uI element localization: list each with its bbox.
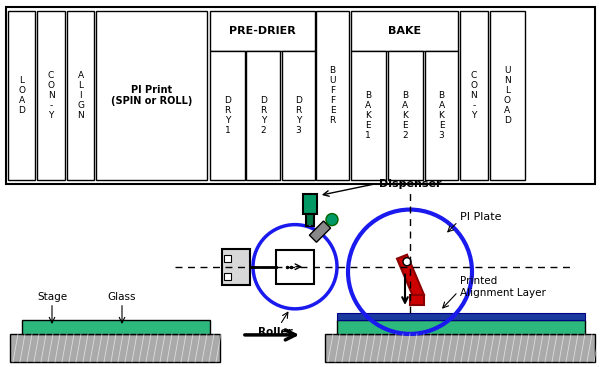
Text: PI Plate: PI Plate <box>460 212 501 222</box>
Text: C
O
N
-
Y: C O N - Y <box>471 71 477 120</box>
Text: Roller: Roller <box>258 327 292 337</box>
Text: Dispenser: Dispenser <box>379 178 442 189</box>
Bar <box>303 193 317 214</box>
Text: PRE-DRIER: PRE-DRIER <box>229 26 296 36</box>
Text: B
A
K
E
3: B A K E 3 <box>439 91 445 140</box>
Bar <box>246 51 280 180</box>
Bar <box>210 11 315 51</box>
Text: Printed
Alignment Layer: Printed Alignment Layer <box>460 276 546 298</box>
Polygon shape <box>410 295 424 305</box>
Text: Glass: Glass <box>108 292 137 302</box>
Bar <box>350 11 458 51</box>
Text: B
U
F
F
E
R: B U F F E R <box>329 66 336 125</box>
Bar <box>388 51 423 180</box>
Text: B
A
K
E
2: B A K E 2 <box>402 91 408 140</box>
Bar <box>337 313 585 320</box>
Bar <box>489 11 525 180</box>
Bar <box>425 51 458 180</box>
Text: A
L
I
G
N: A L I G N <box>77 71 84 120</box>
Bar <box>316 11 349 180</box>
Text: PI Print
(SPIN or ROLL): PI Print (SPIN or ROLL) <box>111 85 192 106</box>
Bar <box>224 273 231 280</box>
Circle shape <box>326 214 338 226</box>
Text: C
O
N
-
Y: C O N - Y <box>48 71 54 120</box>
Bar <box>210 51 245 180</box>
Text: BAKE: BAKE <box>388 26 421 36</box>
Bar <box>325 334 595 362</box>
Bar <box>222 249 250 285</box>
FancyBboxPatch shape <box>309 221 330 242</box>
Circle shape <box>403 258 411 266</box>
FancyBboxPatch shape <box>276 250 314 284</box>
Text: D
R
Y
2: D R Y 2 <box>260 96 267 135</box>
Text: D
R
Y
3: D R Y 3 <box>295 96 302 135</box>
Bar <box>96 11 207 180</box>
Bar <box>37 11 65 180</box>
Polygon shape <box>397 255 424 299</box>
Bar <box>337 320 585 334</box>
Bar <box>460 11 488 180</box>
Bar <box>224 255 231 262</box>
Text: U
N
L
O
A
D: U N L O A D <box>504 66 511 125</box>
Bar <box>306 214 314 226</box>
Bar <box>22 320 210 334</box>
Bar <box>10 334 220 362</box>
Bar <box>350 51 386 180</box>
Bar <box>8 11 36 180</box>
Circle shape <box>253 225 337 309</box>
Text: D
R
Y
1: D R Y 1 <box>224 96 231 135</box>
Text: B
A
K
E
1: B A K E 1 <box>365 91 371 140</box>
Text: L
O
A
D: L O A D <box>18 76 25 115</box>
Text: Stage: Stage <box>37 292 67 302</box>
Bar <box>282 51 315 180</box>
Bar <box>66 11 94 180</box>
